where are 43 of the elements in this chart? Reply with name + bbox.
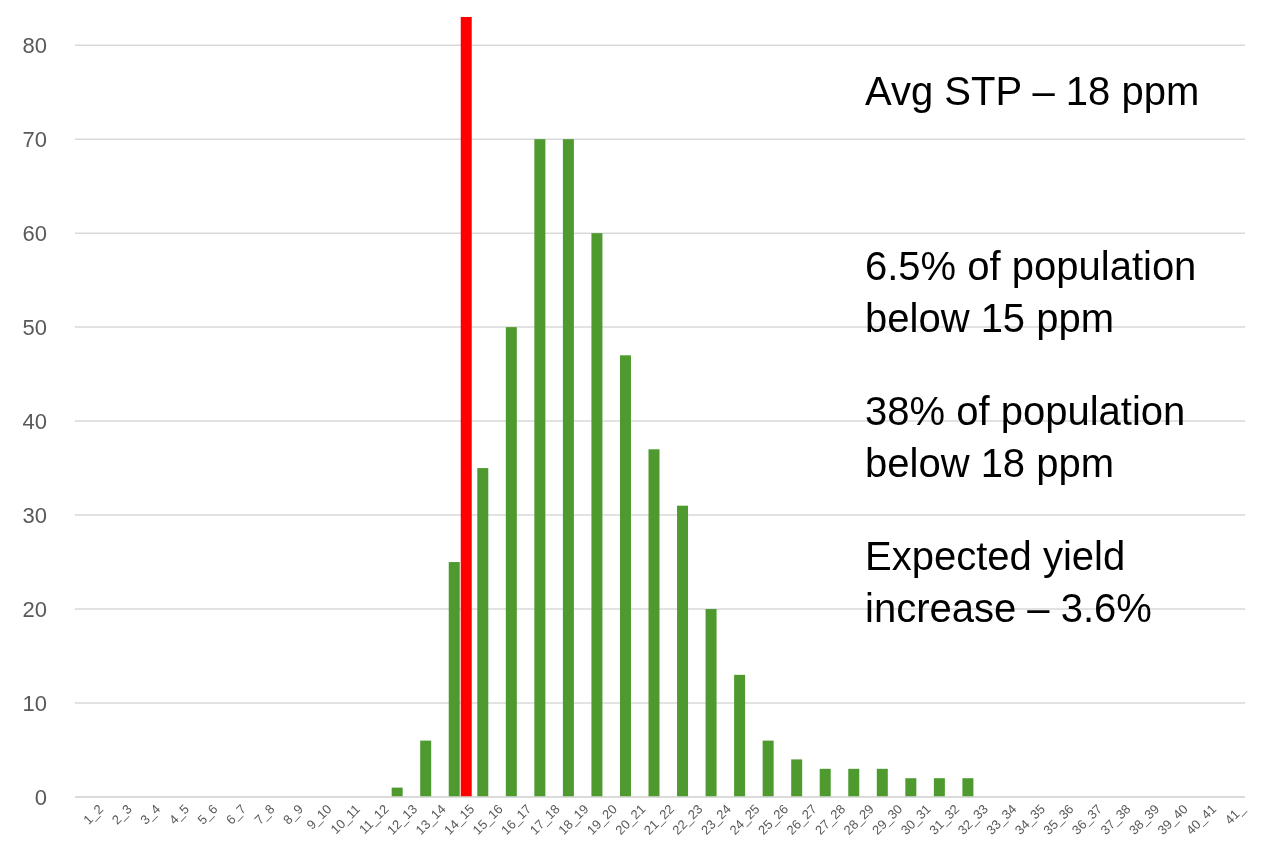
annotation: Expected yield increase – 3.6% bbox=[865, 534, 1152, 630]
bar bbox=[705, 609, 717, 797]
bar bbox=[534, 139, 546, 797]
bar bbox=[591, 233, 603, 797]
x-tick-label: 41_ bbox=[1221, 800, 1249, 828]
bar bbox=[933, 778, 945, 797]
annotation: 38% of population below 18 ppm bbox=[865, 389, 1186, 485]
y-tick-label: 70 bbox=[22, 126, 47, 152]
x-tick-label: 3_4 bbox=[137, 801, 164, 828]
x-tick-label: 6_7 bbox=[222, 801, 249, 828]
bar bbox=[648, 449, 660, 797]
bar bbox=[905, 778, 917, 797]
y-tick-label: 30 bbox=[22, 502, 47, 528]
bar bbox=[420, 740, 432, 797]
annotation: Avg STP – 18 ppm bbox=[865, 69, 1200, 113]
bar bbox=[562, 139, 574, 797]
x-tick-label: 8_9 bbox=[280, 801, 307, 828]
bar bbox=[876, 768, 888, 797]
y-tick-label: 50 bbox=[22, 314, 47, 340]
y-tick-label: 80 bbox=[22, 32, 47, 58]
x-tick-label: 7_8 bbox=[251, 801, 278, 828]
y-tick-label: 40 bbox=[22, 408, 47, 434]
y-tick-label: 10 bbox=[22, 690, 47, 716]
annotation: 6.5% of population below 15 ppm bbox=[865, 244, 1197, 340]
y-tick-label: 0 bbox=[34, 784, 47, 810]
x-tick-label: 2_3 bbox=[108, 801, 135, 828]
bar bbox=[762, 740, 774, 797]
bar bbox=[791, 759, 803, 797]
x-tick-label: 5_6 bbox=[194, 801, 221, 828]
bar bbox=[677, 505, 689, 797]
x-tick-label: 4_5 bbox=[165, 801, 192, 828]
bar bbox=[619, 355, 631, 797]
y-tick-label: 20 bbox=[22, 596, 47, 622]
bar bbox=[477, 468, 489, 797]
bar bbox=[448, 562, 460, 797]
x-tick-label: 1_2 bbox=[80, 801, 107, 828]
y-tick-label: 60 bbox=[22, 220, 47, 246]
bar bbox=[734, 674, 746, 797]
bar bbox=[848, 768, 860, 797]
bar bbox=[460, 17, 472, 797]
bar bbox=[962, 778, 974, 797]
bar bbox=[819, 768, 831, 797]
bar bbox=[505, 327, 517, 797]
